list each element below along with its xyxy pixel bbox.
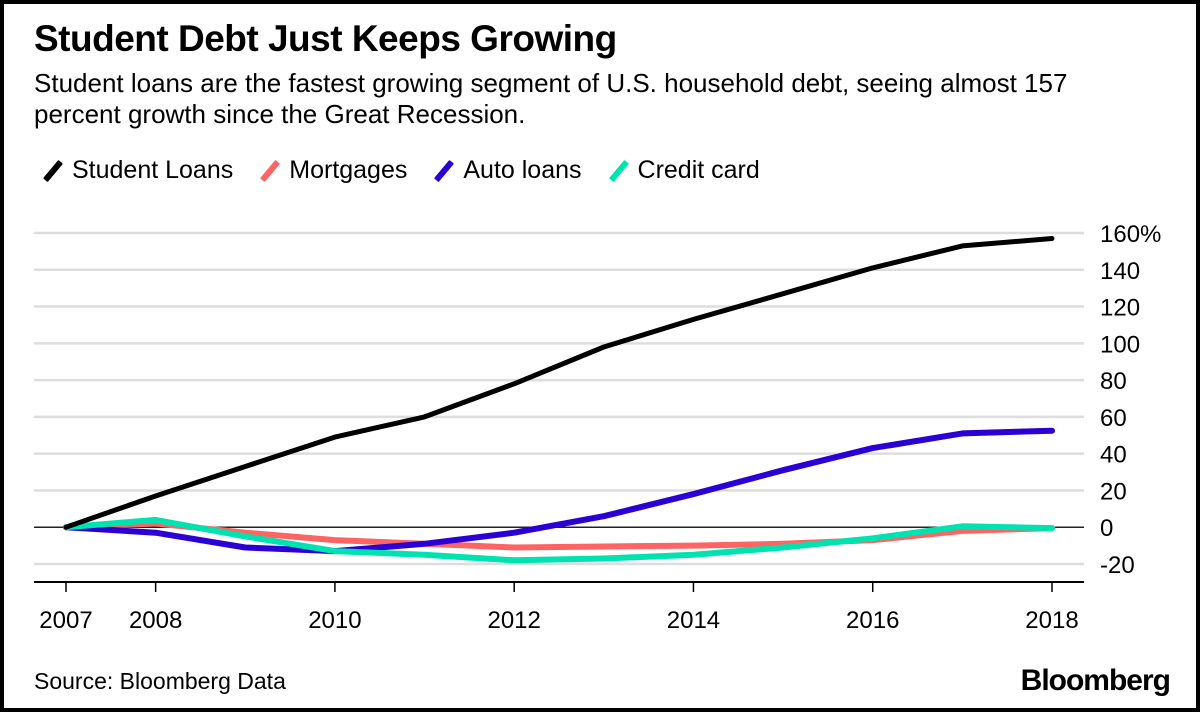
- legend-label: Student Loans: [72, 156, 234, 184]
- series-line-student-loans: [63, 236, 1055, 530]
- y-tick-label: 120: [1100, 295, 1140, 322]
- y-tick-label: 100: [1100, 331, 1140, 358]
- legend-label: Auto loans: [463, 156, 582, 184]
- line-chart: -20 0 20 40 60 80 100 120 140 160% 2007 2008 2010 201…: [34, 221, 1161, 634]
- y-tick-label: 0: [1100, 515, 1113, 542]
- legend: Student Loans Mortgages Auto loans Credi…: [42, 156, 760, 185]
- y-tick-label: 140: [1100, 258, 1140, 285]
- legend-item-credit-card: Credit card: [608, 156, 760, 185]
- legend-label: Mortgages: [289, 156, 408, 184]
- legend-item-student-loans: Student Loans: [42, 156, 234, 185]
- y-tick-label: 60: [1100, 405, 1127, 432]
- x-tick-label: 2014: [667, 607, 720, 634]
- x-tick-label: 2012: [487, 607, 540, 634]
- bloomberg-logo: Bloomberg: [1020, 664, 1171, 697]
- axes: -20 0 20 40 60 80 100 120 140 160% 2007 2008 2010 201…: [34, 221, 1161, 634]
- series-lines: [63, 236, 1055, 564]
- y-tick-label: 80: [1100, 368, 1127, 395]
- x-tick-label: 2010: [308, 607, 361, 634]
- chart-subtitle: Student loans are the fastest growing se…: [34, 68, 1068, 129]
- series-line-auto-loans: [63, 427, 1055, 555]
- x-tick-label: 2008: [129, 607, 182, 634]
- y-tick-label: 20: [1100, 478, 1127, 505]
- x-tick-label: 2007: [39, 607, 92, 634]
- y-tick-label: 160%: [1100, 221, 1161, 248]
- y-tick-label: 40: [1100, 442, 1127, 469]
- gridlines: [34, 231, 1084, 566]
- legend-label: Credit card: [637, 156, 760, 184]
- chart-frame: Student Debt Just Keeps Growing Student …: [4, 4, 1196, 708]
- source-note: Source: Bloomberg Data: [34, 668, 286, 694]
- legend-item-mortgages: Mortgages: [260, 156, 408, 185]
- x-tick-label: 2018: [1025, 607, 1078, 634]
- y-tick-label: -20: [1100, 552, 1135, 579]
- legend-item-auto-loans: Auto loans: [434, 156, 582, 185]
- x-tick-label: 2016: [846, 607, 899, 634]
- chart-title: Student Debt Just Keeps Growing: [34, 18, 617, 59]
- series-line-credit-card: [63, 516, 1055, 564]
